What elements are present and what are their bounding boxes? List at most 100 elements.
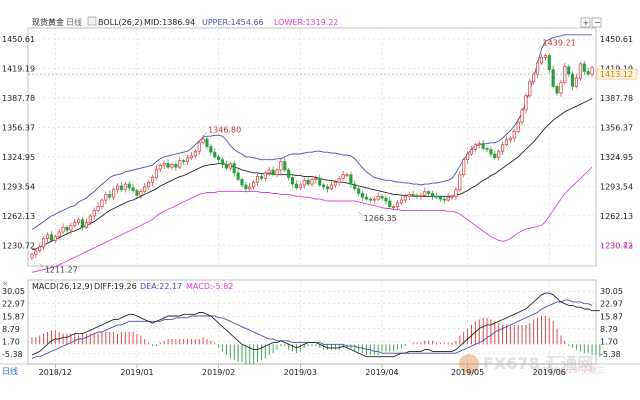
candle-body	[287, 169, 291, 178]
price-annotations: 1439.21 1346.80 1266.35 1211.27	[39, 39, 576, 275]
candle-body	[193, 150, 197, 157]
candle-body	[337, 178, 341, 183]
candle-body	[267, 169, 271, 174]
candle	[493, 150, 497, 160]
candle	[65, 225, 69, 233]
candle	[162, 160, 166, 170]
boll-mid-line	[31, 98, 593, 251]
y-tick-label-right: 1293.54	[600, 182, 633, 191]
boll-lower: LOWER:1319.22	[274, 18, 339, 27]
candle-body	[353, 183, 357, 190]
candle-body	[147, 181, 151, 188]
candle-body	[516, 121, 520, 132]
current-price-label: 1413.12	[600, 70, 633, 79]
candle	[396, 200, 400, 211]
candle	[415, 193, 419, 200]
candle	[423, 187, 427, 198]
candle-body	[115, 185, 120, 191]
candle-body	[30, 254, 34, 258]
candle	[361, 190, 365, 201]
candle-body	[57, 231, 61, 238]
candle-body	[431, 193, 435, 197]
candle-body	[232, 163, 236, 174]
candle-body	[42, 238, 46, 248]
candle	[310, 177, 314, 187]
candle-body	[326, 186, 330, 190]
candle	[489, 146, 493, 158]
candle	[314, 175, 318, 184]
candle-body	[150, 177, 155, 183]
y-tick-label-left: 1387.78	[2, 94, 35, 103]
candle-body	[263, 172, 267, 179]
candle	[108, 190, 112, 200]
candle-body	[419, 194, 423, 197]
candle	[384, 195, 388, 205]
candle	[302, 177, 306, 189]
candle-body	[388, 200, 392, 207]
y-tick-label-left: 1262.13	[2, 212, 35, 221]
candle	[166, 159, 170, 170]
y-tick-label-left: 1324.95	[2, 153, 35, 162]
candle-body	[528, 81, 532, 97]
candle	[326, 184, 330, 193]
candle-body	[236, 172, 240, 180]
candle	[228, 161, 232, 171]
plus-icon: +	[583, 19, 590, 28]
candle	[427, 189, 431, 197]
candle	[49, 231, 53, 243]
macd-y-axis-right: 30.05 22.97 15.87 8.79 1.70 -5.38	[600, 287, 623, 359]
candle	[38, 243, 42, 253]
candle-body	[38, 246, 42, 252]
candle-body	[255, 176, 260, 183]
candle-body	[213, 151, 217, 158]
boll-upper-line	[31, 34, 593, 230]
x-tick-label: 2019/01	[120, 368, 153, 377]
candle	[294, 180, 298, 190]
candle-body	[485, 148, 489, 150]
candle	[205, 137, 209, 150]
candle-body	[582, 63, 586, 72]
macd-y-tick-left: 8.79	[2, 325, 20, 334]
candle	[477, 140, 481, 149]
zoom-in-button[interactable]	[580, 17, 591, 28]
candle	[516, 118, 520, 134]
candle-body	[543, 55, 547, 58]
macd-y-tick-right: 30.05	[600, 287, 623, 296]
candle-body	[92, 210, 96, 217]
candle	[263, 170, 267, 182]
candle	[508, 136, 512, 143]
candle-body	[555, 86, 559, 94]
candle-body	[571, 73, 575, 87]
candle	[399, 196, 404, 205]
macd-y-tick-right: 15.87	[600, 312, 623, 321]
candle-body	[411, 194, 415, 196]
period-tab[interactable]: 日线	[2, 366, 18, 376]
candle	[34, 247, 38, 259]
zoom-out-button[interactable]	[591, 17, 602, 28]
candle-body	[88, 215, 92, 223]
candle-body	[322, 184, 326, 188]
y-tick-label-left: 1419.19	[2, 64, 35, 73]
candle-body	[217, 156, 221, 161]
candle-body	[361, 193, 365, 198]
candle	[318, 174, 322, 187]
macd-y-tick-right: 22.97	[600, 300, 623, 309]
candle-body	[481, 143, 485, 149]
candle-body	[283, 161, 287, 171]
candle	[170, 162, 174, 170]
main-y-axis-left: 1450.61 1419.19 1387.78 1356.37 1324.95 1293.…	[2, 35, 35, 250]
candle	[306, 176, 310, 186]
candle	[578, 62, 582, 81]
watermark: FX678 汇通网 2019/06/26 星期三	[459, 354, 605, 375]
candle-body	[399, 199, 404, 204]
candle-body	[53, 236, 57, 241]
candle-body	[154, 168, 158, 178]
candle	[131, 184, 135, 193]
indicator-toggle-icon[interactable]	[87, 16, 97, 26]
candle-body	[567, 66, 571, 75]
macd-y-tick-left: -5.38	[2, 350, 23, 359]
macd-dea: DEA:22.17	[140, 282, 182, 291]
candle-body	[158, 164, 162, 170]
candle-body	[248, 186, 252, 190]
annotation-label: 1266.35	[364, 214, 397, 223]
